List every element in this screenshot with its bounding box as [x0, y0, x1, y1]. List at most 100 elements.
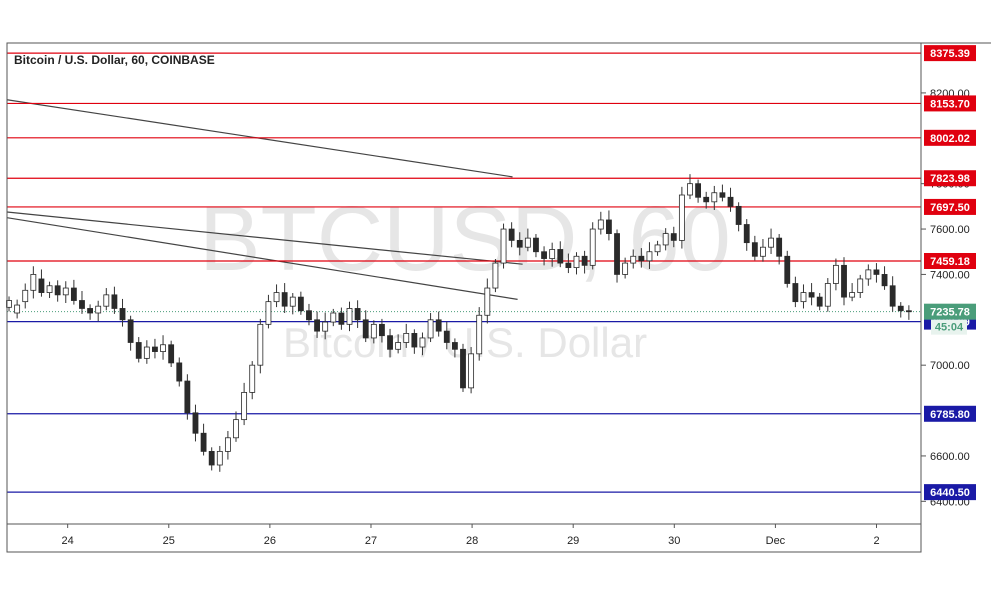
candle[interactable]	[233, 411, 239, 442]
candle[interactable]	[427, 312, 434, 343]
level-price-badge[interactable]: 7459.18	[924, 252, 976, 269]
candle[interactable]	[70, 279, 77, 305]
trendline[interactable]	[6, 217, 518, 300]
candle[interactable]	[241, 382, 248, 426]
candle[interactable]	[711, 185, 718, 210]
candle[interactable]	[289, 293, 296, 315]
candle[interactable]	[678, 186, 685, 249]
candle[interactable]	[143, 340, 150, 364]
candle[interactable]	[95, 300, 102, 322]
candle[interactable]	[873, 263, 880, 283]
candle[interactable]	[824, 278, 831, 312]
candle[interactable]	[516, 232, 523, 256]
level-price-badge[interactable]: 8375.39	[924, 45, 976, 62]
level-price-badge[interactable]: 8002.02	[924, 129, 976, 146]
candle[interactable]	[606, 210, 612, 241]
candle[interactable]	[79, 290, 85, 314]
candle[interactable]	[703, 191, 710, 209]
candle[interactable]	[435, 311, 442, 337]
candle[interactable]	[54, 280, 61, 302]
candle[interactable]	[622, 257, 629, 279]
candle[interactable]	[727, 187, 734, 212]
candle[interactable]	[370, 320, 377, 344]
candle[interactable]	[557, 241, 564, 268]
candle[interactable]	[127, 315, 134, 351]
candle[interactable]	[492, 258, 499, 293]
candle[interactable]	[273, 284, 280, 308]
candle[interactable]	[897, 302, 904, 318]
candle[interactable]	[654, 240, 661, 256]
candle[interactable]	[808, 283, 815, 306]
candle[interactable]	[111, 286, 118, 314]
candle[interactable]	[670, 226, 677, 248]
candle[interactable]	[614, 229, 620, 283]
candle[interactable]	[208, 447, 215, 471]
trendline[interactable]	[6, 211, 523, 265]
candle[interactable]	[776, 234, 783, 265]
candle[interactable]	[800, 284, 807, 309]
candle[interactable]	[565, 253, 572, 274]
candle[interactable]	[306, 303, 312, 326]
candle[interactable]	[103, 288, 110, 311]
level-price-badge[interactable]: 7697.50	[924, 198, 976, 215]
candle[interactable]	[500, 223, 507, 269]
candle[interactable]	[630, 249, 637, 269]
candle[interactable]	[841, 257, 847, 306]
candle[interactable]	[662, 228, 669, 251]
candle[interactable]	[597, 211, 604, 235]
candle[interactable]	[476, 307, 483, 361]
candle[interactable]	[322, 312, 329, 340]
level-price-badge[interactable]: 6440.50	[924, 484, 976, 501]
candle[interactable]	[468, 347, 475, 394]
candle[interactable]	[484, 278, 491, 324]
candle[interactable]	[792, 276, 799, 308]
candle[interactable]	[176, 357, 183, 387]
level-price-badge[interactable]: 7823.98	[924, 170, 976, 187]
candle[interactable]	[87, 304, 94, 320]
candle[interactable]	[314, 311, 320, 338]
candle[interactable]	[589, 222, 596, 270]
candle[interactable]	[265, 294, 272, 329]
candle[interactable]	[849, 283, 856, 302]
candle[interactable]	[889, 276, 896, 312]
candle[interactable]	[638, 248, 645, 268]
candle[interactable]	[14, 299, 21, 319]
candle[interactable]	[184, 374, 191, 420]
candle[interactable]	[38, 269, 45, 297]
candle[interactable]	[451, 338, 458, 358]
candle[interactable]	[160, 335, 166, 360]
candle[interactable]	[281, 283, 288, 313]
candle[interactable]	[135, 337, 142, 363]
candle[interactable]	[168, 340, 175, 367]
candle[interactable]	[695, 179, 702, 203]
candle[interactable]	[905, 305, 912, 320]
candle[interactable]	[573, 252, 580, 275]
candle[interactable]	[768, 228, 774, 255]
candle[interactable]	[508, 222, 515, 248]
candle[interactable]	[297, 291, 304, 315]
candle[interactable]	[411, 329, 418, 354]
candle[interactable]	[152, 338, 158, 359]
level-price-badge[interactable]: 8153.70	[924, 95, 976, 112]
candle[interactable]	[541, 246, 547, 266]
candle[interactable]	[719, 184, 726, 202]
candle[interactable]	[249, 361, 256, 400]
candle[interactable]	[735, 202, 742, 232]
candle[interactable]	[62, 281, 69, 304]
candle[interactable]	[581, 250, 588, 274]
candle[interactable]	[687, 174, 693, 200]
candle[interactable]	[119, 298, 126, 327]
candle[interactable]	[46, 281, 53, 299]
candle[interactable]	[395, 334, 402, 354]
candle[interactable]	[533, 234, 539, 258]
candle[interactable]	[362, 310, 369, 343]
candle[interactable]	[330, 308, 337, 327]
level-price-badge[interactable]: 6785.80	[924, 405, 976, 422]
candle[interactable]	[216, 445, 223, 472]
candle[interactable]	[387, 328, 393, 358]
candle[interactable]	[881, 266, 888, 290]
candle[interactable]	[354, 300, 361, 328]
candle[interactable]	[743, 219, 750, 251]
candle[interactable]	[338, 307, 345, 330]
candle[interactable]	[646, 242, 653, 269]
